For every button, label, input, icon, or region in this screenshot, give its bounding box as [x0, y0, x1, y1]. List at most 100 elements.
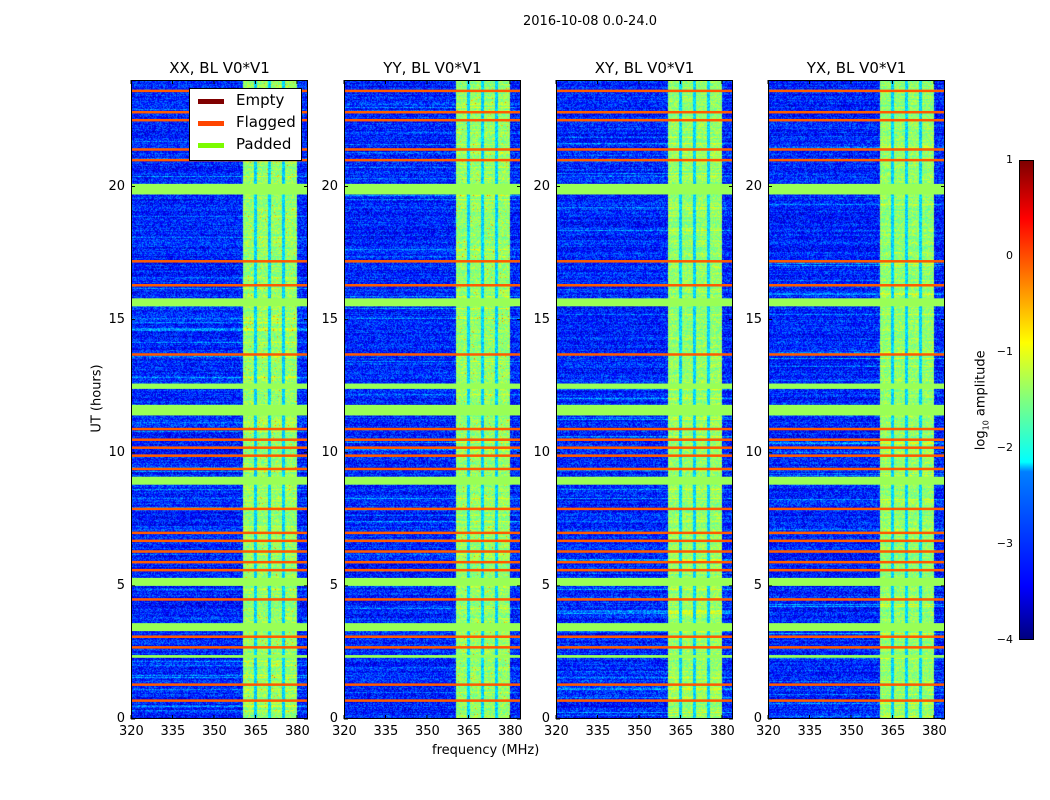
x-tick-label: 365: [243, 724, 269, 739]
flagged-line: [556, 89, 733, 93]
flagged-line: [556, 683, 733, 686]
padded-band: [768, 298, 945, 307]
flagged-line: [768, 699, 945, 702]
x-tick-label: 335: [160, 724, 186, 739]
flagged-line: [131, 438, 308, 441]
flagged-line: [768, 427, 945, 431]
padded-band: [131, 655, 308, 658]
flagged-line: [131, 446, 308, 449]
padded-band: [556, 476, 733, 485]
flagged-line: [344, 560, 521, 564]
heatmap-panel: [767, 80, 945, 720]
flagged-line: [131, 427, 308, 431]
flagged-line: [131, 353, 308, 356]
panel-title: YX, BL V0*V1: [806, 59, 907, 77]
padded-band: [344, 655, 521, 658]
flagged-line: [344, 260, 521, 263]
legend-label: Padded: [236, 135, 292, 153]
x-tick-label: 380: [284, 724, 310, 739]
flagged-line: [131, 598, 308, 601]
y-tick-label: 0: [116, 711, 125, 726]
flagged-line: [344, 539, 521, 543]
panel-overlay: [555, 80, 733, 720]
flagged-line: [556, 438, 733, 441]
flagged-line: [344, 507, 521, 511]
y-tick-label: 10: [321, 444, 338, 460]
legend-swatch-flagged: [198, 121, 224, 126]
flagged-line: [768, 560, 945, 564]
x-tick-label: 365: [880, 724, 906, 739]
panel-overlay: [343, 80, 521, 720]
legend-label: Empty: [236, 91, 285, 109]
padded-band: [556, 655, 733, 658]
x-tick-label: 350: [201, 724, 227, 739]
y-tick-label: 15: [745, 311, 762, 327]
flagged-line: [768, 598, 945, 601]
y-tick-label: 5: [753, 577, 762, 593]
heatmap-panel: [555, 80, 733, 720]
x-axis-label: frequency (MHz): [432, 743, 540, 758]
y-axis-label: UT (hours): [89, 364, 105, 433]
flagged-line: [344, 531, 521, 535]
flagged-line: [556, 467, 733, 471]
flagged-line: [556, 550, 733, 553]
legend-swatch-padded: [198, 143, 224, 148]
figure-title: 2016-10-08 0.0-24.0: [523, 14, 657, 29]
flagged-line: [344, 148, 521, 151]
axes-frame: [768, 80, 945, 719]
flagged-line: [131, 550, 308, 553]
colorbar-label: log10 amplitude: [974, 340, 991, 460]
padded-band: [556, 298, 733, 307]
padded-band: [344, 298, 521, 307]
flagged-line: [768, 353, 945, 356]
padded-band: [131, 383, 308, 389]
flagged-line: [768, 646, 945, 649]
flagged-line: [768, 539, 945, 543]
colorbar-label-rest: amplitude: [973, 350, 989, 421]
flagged-line: [344, 550, 521, 553]
flagged-line: [556, 158, 733, 162]
colorbar-tick-label: −4: [996, 633, 1013, 646]
legend-swatch-empty: [198, 99, 224, 104]
padded-band: [344, 183, 521, 195]
axes-frame: [344, 80, 521, 719]
flagged-line: [768, 467, 945, 471]
y-tick-label: 5: [541, 577, 550, 593]
flagged-line: [344, 118, 521, 122]
y-tick-label: 10: [533, 444, 550, 460]
flagged-line: [556, 635, 733, 638]
padded-band: [131, 298, 308, 307]
flagged-line: [768, 148, 945, 151]
padded-band: [556, 623, 733, 632]
y-tick-label: 20: [108, 178, 125, 194]
flagged-line: [131, 683, 308, 686]
flagged-line: [768, 531, 945, 535]
padded-band: [131, 183, 308, 195]
y-tick-label: 5: [329, 577, 338, 593]
colorbar: [1019, 160, 1034, 640]
flagged-line: [344, 353, 521, 356]
flagged-line: [768, 454, 945, 457]
padded-band: [344, 404, 521, 416]
padded-band: [768, 655, 945, 658]
flagged-line: [131, 454, 308, 457]
y-tick-label: 15: [533, 311, 550, 327]
padded-band: [556, 404, 733, 416]
x-tick-label: 350: [414, 724, 440, 739]
flagged-line: [344, 699, 521, 702]
flagged-line: [344, 568, 521, 572]
flagged-line: [344, 635, 521, 638]
x-tick-label: 365: [668, 724, 694, 739]
flagged-line: [768, 89, 945, 93]
x-tick-label: 380: [921, 724, 947, 739]
flagged-line: [344, 158, 521, 162]
flagged-line: [344, 646, 521, 649]
x-tick-label: 380: [497, 724, 523, 739]
flagged-line: [768, 568, 945, 572]
flagged-line: [768, 158, 945, 162]
y-tick-label: 10: [745, 444, 762, 460]
x-tick-label: 380: [709, 724, 735, 739]
y-tick-label: 20: [745, 178, 762, 194]
padded-band: [344, 476, 521, 485]
panel-overlay: [767, 80, 945, 720]
